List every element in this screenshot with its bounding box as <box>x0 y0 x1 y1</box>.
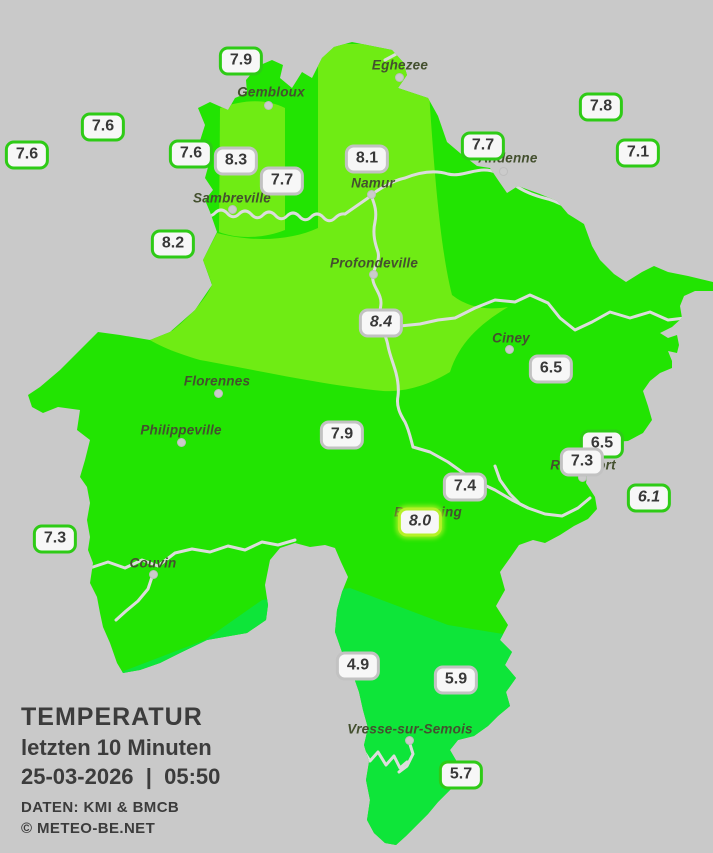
temp-box: 7.9 <box>319 420 365 450</box>
temp-box: 6.1 <box>626 483 672 513</box>
city-label-couvin: Couvin <box>129 555 177 571</box>
temp-box: 7.6 <box>4 140 50 170</box>
temp-box: 8.0 <box>397 507 443 537</box>
city-label-philippeville: Philippeville <box>140 422 222 438</box>
city-dot-eghezee <box>394 72 404 82</box>
map-subtitle: letzten 10 Minuten <box>21 735 212 760</box>
map-title: TEMPERATUR <box>21 703 203 731</box>
city-label-florennes: Florennes <box>183 373 251 389</box>
temp-box: 8.1 <box>344 144 390 174</box>
city-label-vresse-sur-semois: Vresse-sur-Semois <box>347 721 473 737</box>
city-dot-couvin <box>148 569 158 579</box>
city-dot-vresse-sur-semois <box>404 735 414 745</box>
city-dot-sambreville <box>227 204 237 214</box>
city-dot-profondeville <box>368 269 378 279</box>
city-dot-gembloux <box>263 100 273 110</box>
city-dot-philippeville <box>176 437 186 447</box>
city-label-gembloux: Gembloux <box>237 84 305 100</box>
temp-box: 8.4 <box>358 308 404 338</box>
city-dot-florennes <box>213 388 223 398</box>
city-label-namur: Namur <box>351 175 395 191</box>
city-label-profondeville: Profondeville <box>329 255 419 271</box>
temp-box: 7.6 <box>168 139 214 169</box>
river-lesse <box>411 445 592 518</box>
temp-box: 8.3 <box>213 146 259 176</box>
temp-box: 7.8 <box>578 92 624 122</box>
river-lhomme <box>493 464 530 510</box>
river-sambre <box>201 196 370 223</box>
title-block: TEMPERATUR letzten 10 Minuten 25-03-2026… <box>21 702 220 839</box>
copyright: © METEO-BE.NET <box>21 820 156 838</box>
temp-box: 7.1 <box>615 138 661 168</box>
city-dot-andenne <box>498 166 508 176</box>
temp-box: 7.6 <box>80 112 126 142</box>
temp-box: 4.9 <box>335 651 381 681</box>
data-source: DATEN: KMI & BMCB <box>21 798 180 816</box>
city-dot-ciney <box>504 344 514 354</box>
city-label-eghezee: Eghezee <box>371 57 429 73</box>
city-label-ciney: Ciney <box>492 330 530 346</box>
temp-box: 7.4 <box>442 472 488 502</box>
river-bocq <box>381 293 705 333</box>
temp-box: 7.3 <box>559 447 605 477</box>
river-meuse-north <box>369 168 576 214</box>
temp-box: 5.9 <box>433 665 479 695</box>
temp-box: 7.7 <box>460 131 506 161</box>
temp-box: 7.7 <box>259 166 305 196</box>
city-label-sambreville: Sambreville <box>193 190 271 206</box>
temp-box: 8.2 <box>150 229 196 259</box>
river-semois-branch <box>397 739 415 774</box>
river-eau-noire <box>114 572 155 622</box>
temp-box: 5.7 <box>438 760 484 790</box>
map-datetime: 25-03-2026 | 05:50 <box>21 764 221 790</box>
province-shape <box>28 42 713 845</box>
temp-box: 7.9 <box>218 46 264 76</box>
river-viroin <box>88 538 297 570</box>
city-dot-namur <box>366 189 376 199</box>
temp-box: 6.5 <box>528 354 574 384</box>
temp-box: 7.3 <box>32 524 78 554</box>
rivers <box>88 42 705 774</box>
